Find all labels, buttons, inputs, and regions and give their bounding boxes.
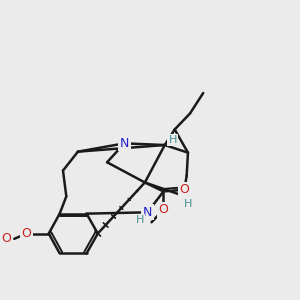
Text: O: O [179,183,189,196]
Text: H: H [169,135,177,145]
Text: O: O [2,232,11,245]
Text: H: H [135,215,144,225]
Text: O: O [22,227,32,240]
Text: N: N [120,137,129,150]
Text: O: O [158,203,168,216]
Text: H: H [184,199,193,209]
Text: N: N [143,206,152,219]
